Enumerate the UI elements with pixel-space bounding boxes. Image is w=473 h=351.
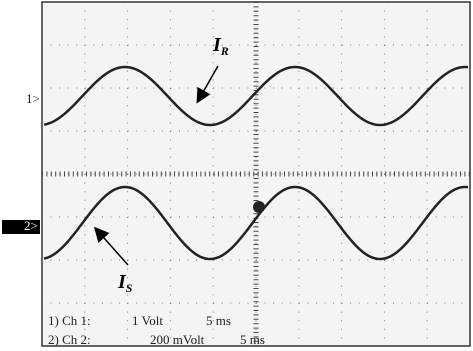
- channel-1-marker: 1>: [26, 91, 40, 106]
- channel-2-marker: 2>: [24, 218, 38, 233]
- trigger-marker: [253, 201, 265, 213]
- oscilloscope-screen: 1> 2> IR IS 1) Ch 1: 1 Volt 5 ms 2) Ch 2…: [0, 0, 473, 351]
- scale: 1 Volt: [132, 313, 163, 328]
- time: 5 ms: [206, 313, 231, 328]
- is-sub: S: [126, 281, 133, 295]
- channel-label: 2) Ch 2:: [48, 332, 91, 347]
- ir-sub: R: [220, 44, 229, 58]
- channel-label: 1) Ch 1:: [48, 313, 91, 328]
- scale: 200 mVolt: [150, 332, 205, 347]
- time: 5 ms: [240, 332, 265, 347]
